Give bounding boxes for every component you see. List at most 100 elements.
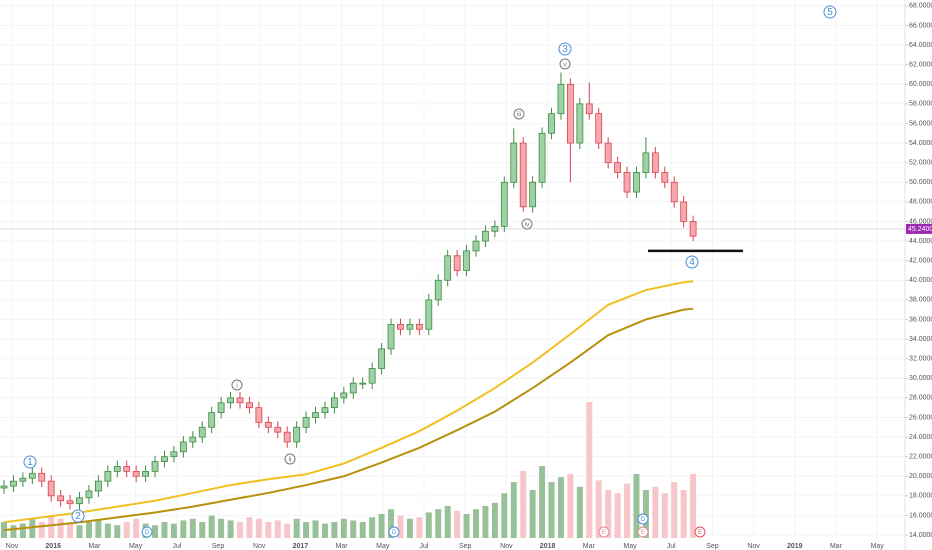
wave-marker: [23, 455, 37, 469]
candle-body: [482, 230, 489, 242]
candle-body: [604, 142, 612, 164]
volume-bar: [350, 520, 357, 538]
candle-body: [519, 142, 527, 208]
y-tick-label: 54.0000: [909, 140, 932, 147]
candle-body: [208, 412, 216, 428]
candle-body: [104, 470, 112, 482]
candle-body: [123, 466, 131, 472]
candle-body: [500, 181, 508, 227]
x-tick-label: Mar: [583, 543, 596, 550]
candle-body: [614, 162, 621, 173]
candle-body: [378, 348, 386, 369]
y-tick-label: 50.0000: [909, 179, 932, 186]
wave-marker: [521, 218, 533, 230]
volume-bar: [67, 523, 74, 538]
candle-body: [76, 497, 83, 505]
candle-body: [567, 83, 574, 144]
wave-label: 1: [27, 457, 33, 468]
x-tick-label: Jul: [667, 543, 676, 550]
volume-bar: [189, 518, 196, 538]
event-marker: [598, 526, 610, 538]
event-label: E: [641, 530, 645, 536]
y-tick-label: 64.0000: [909, 42, 932, 49]
volume-bar: [246, 517, 253, 538]
candle-body: [151, 461, 159, 472]
x-tick-label: 2018: [540, 543, 556, 550]
y-tick-label: 30.0000: [909, 375, 932, 382]
candle-body: [359, 382, 367, 385]
volume-bar: [388, 509, 395, 538]
volume-bar: [690, 474, 697, 538]
candle-body: [463, 250, 470, 271]
x-tick-label: Mar: [336, 543, 349, 550]
candle-body: [0, 485, 8, 489]
candle-body: [113, 466, 121, 472]
wave-label: i: [236, 382, 238, 389]
candle-body: [170, 451, 178, 458]
volume-bar: [321, 523, 328, 538]
candle-body: [529, 181, 537, 208]
volume-bar: [57, 518, 64, 538]
wave-label: 3: [562, 44, 568, 55]
candle-body: [293, 426, 301, 443]
x-tick-label: Sep: [459, 543, 472, 550]
volume-bar: [85, 522, 92, 538]
candle-body: [670, 181, 678, 203]
x-tick-label: 2019: [787, 543, 803, 550]
y-tick-label: 14.0000: [909, 532, 932, 539]
event-label: E: [698, 530, 702, 536]
wave-marker: [685, 255, 699, 269]
wave-label: iii: [517, 111, 522, 118]
y-tick-label: 62.0000: [909, 62, 932, 69]
y-tick-label: 38.0000: [909, 297, 932, 304]
candle-body: [330, 397, 338, 409]
event-label: D: [641, 517, 646, 523]
y-tick-label: 18.0000: [909, 493, 932, 500]
x-tick-label: May: [129, 543, 143, 550]
candle-body: [85, 490, 93, 499]
volume-bar: [567, 474, 574, 538]
volume-bar: [312, 520, 319, 538]
volume-bar: [680, 490, 687, 538]
candle-body: [142, 470, 150, 477]
x-tick-label: Nov: [500, 543, 513, 550]
y-tick-label: 16.0000: [909, 512, 932, 519]
volume-bar: [491, 502, 498, 538]
candle-body: [274, 426, 282, 433]
candle-body: [283, 431, 291, 443]
volume-bar: [539, 466, 546, 538]
x-tick-label: 2016: [45, 543, 61, 550]
volume-bar: [576, 486, 583, 538]
volume-bar: [605, 490, 612, 538]
candle-body: [633, 172, 640, 193]
wave-marker: [559, 58, 571, 70]
volume-bar: [482, 506, 489, 538]
candle-body: [340, 392, 348, 399]
candle-body: [255, 407, 263, 423]
candle-body: [264, 421, 272, 428]
volume-bar: [416, 517, 423, 538]
volume-bar: [624, 483, 631, 538]
x-tick-label: Jul: [172, 543, 181, 550]
volume-bar: [218, 518, 225, 538]
wave-label: 4: [689, 257, 695, 268]
candle-body: [227, 397, 234, 404]
candle-body: [47, 480, 55, 497]
volume-bar: [19, 523, 26, 538]
candle-body: [312, 412, 319, 418]
candle-body: [368, 368, 376, 384]
volume-bar: [378, 514, 385, 538]
last-price-label: 45.2400: [908, 226, 932, 233]
x-tick-label: Nov: [253, 543, 266, 550]
volume-bar: [237, 522, 243, 538]
wave-marker: [231, 379, 243, 391]
candle-body: [66, 500, 74, 505]
volume-bar: [180, 520, 187, 538]
candle-body: [19, 477, 27, 482]
volume-bar: [454, 510, 461, 538]
candle-body: [689, 221, 697, 237]
candle-body: [321, 407, 329, 413]
wave-marker: [558, 42, 572, 56]
candle-body: [557, 83, 565, 115]
